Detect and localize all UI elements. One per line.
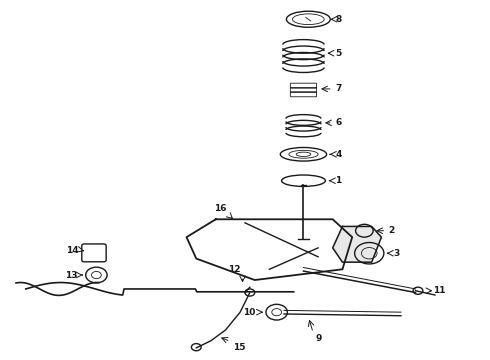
Polygon shape [333, 226, 381, 262]
Text: 7: 7 [335, 84, 342, 93]
Text: 15: 15 [233, 343, 245, 352]
Text: 2: 2 [389, 226, 395, 235]
Text: 4: 4 [335, 150, 342, 159]
Text: 10: 10 [244, 308, 256, 317]
Text: 6: 6 [335, 118, 342, 127]
Text: 1: 1 [335, 176, 342, 185]
Text: 14: 14 [66, 246, 78, 255]
Text: 11: 11 [433, 286, 445, 295]
Text: 16: 16 [214, 204, 226, 213]
Text: 8: 8 [335, 15, 342, 24]
Text: 13: 13 [65, 270, 77, 279]
Text: 12: 12 [228, 265, 240, 274]
Text: 9: 9 [316, 334, 322, 343]
Text: 5: 5 [335, 49, 342, 58]
Text: 3: 3 [393, 249, 400, 258]
